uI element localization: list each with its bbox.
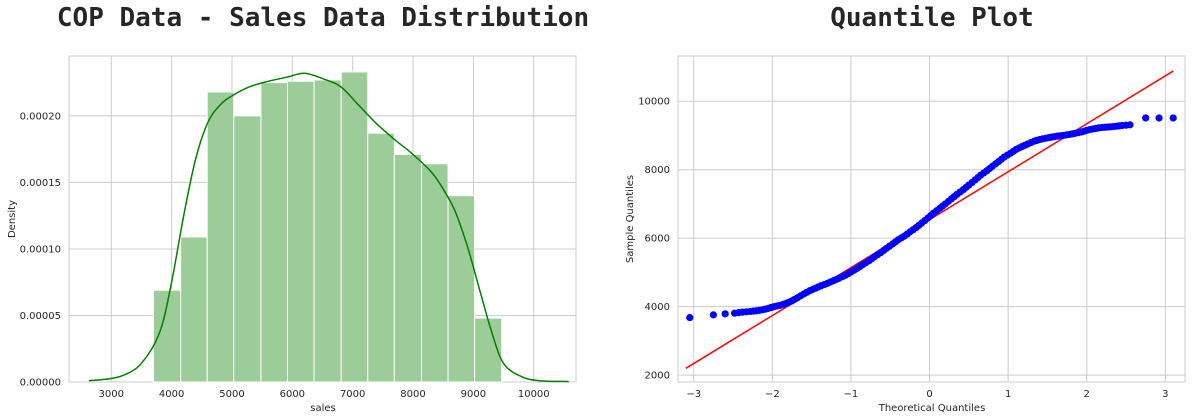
quantile-y-tick-label: 10000	[638, 97, 670, 108]
quantile-x-label: Theoretical Quantiles	[878, 403, 986, 414]
quantile-y-label: Sample Quantiles	[625, 175, 636, 263]
quantile-point	[1126, 121, 1134, 129]
histogram-bar	[340, 71, 369, 383]
quantile-chart: Quantile Plot −3 −2 −1 0 1 2 3 2000 4000 6000 800…	[625, 3, 1186, 414]
histogram-x-tick-label: 3000	[99, 389, 124, 400]
quantile-x-ticks: −3 −2 −1 0 1 2 3	[686, 389, 1168, 400]
quantile-point	[1155, 114, 1163, 122]
quantile-grid	[678, 56, 1185, 382]
histogram-x-tick-label: 7000	[340, 389, 365, 400]
histogram-bar	[180, 236, 208, 383]
quantile-points	[686, 114, 1177, 322]
histogram-bar	[286, 80, 315, 383]
histogram-y-tick-label: 0.00015	[20, 178, 61, 189]
histogram-x-tick-label: 5000	[219, 389, 244, 400]
quantile-point	[686, 314, 694, 322]
histogram-chart: COP Data - Sales Data Distribution 3000 4…	[7, 3, 589, 414]
quantile-x-tick-label: −2	[765, 389, 780, 400]
histogram-bar	[233, 115, 262, 383]
histogram-y-ticks: 0.00000 0.00005 0.00010 0.00015 0.00020	[20, 111, 61, 388]
quantile-y-ticks: 2000 4000 6000 8000 10000	[638, 97, 670, 382]
histogram-bar	[420, 163, 449, 383]
kde-curve	[88, 72, 569, 383]
quantile-x-tick-label: −3	[686, 389, 701, 400]
quantile-x-tick-label: 2	[1084, 389, 1090, 400]
quantile-x-tick-label: −1	[844, 389, 859, 400]
histogram-kde	[88, 72, 569, 383]
histogram-y-tick-label: 0.00005	[20, 311, 61, 322]
histogram-x-tick-label: 4000	[159, 389, 184, 400]
histogram-y-tick-label: 0.00020	[20, 111, 61, 122]
quantile-x-tick-label: 3	[1162, 389, 1168, 400]
quantile-point	[1142, 114, 1150, 122]
histogram-x-ticks: 3000 4000 5000 6000 7000 8000 9000 10000	[99, 389, 550, 400]
quantile-y-tick-label: 8000	[645, 165, 670, 176]
histogram-bars	[153, 71, 503, 383]
quantile-y-tick-label: 2000	[645, 371, 670, 382]
quantile-x-tick-label: 1	[1005, 389, 1011, 400]
quantile-y-tick-label: 4000	[645, 302, 670, 313]
histogram-bar	[206, 91, 235, 383]
histogram-x-label: sales	[310, 403, 335, 414]
quantile-point	[1169, 114, 1177, 122]
histogram-y-tick-label: 0.00010	[20, 244, 61, 255]
histogram-x-tick-label: 10000	[518, 389, 550, 400]
histogram-bar	[260, 82, 288, 383]
histogram-y-label: Density	[7, 200, 18, 238]
histogram-bar	[393, 153, 422, 383]
histogram-x-tick-label: 9000	[461, 389, 486, 400]
histogram-bar	[313, 79, 342, 383]
histogram-bar	[367, 132, 395, 383]
histogram-bar	[447, 195, 476, 383]
quantile-point	[721, 310, 729, 318]
quantile-y-tick-label: 6000	[645, 234, 670, 245]
quantile-point	[709, 311, 717, 319]
quantile-x-tick-label: 0	[926, 389, 932, 400]
histogram-y-tick-label: 0.00000	[20, 378, 61, 389]
quantile-title: Quantile Plot	[830, 3, 1034, 33]
histogram-x-tick-label: 8000	[400, 389, 425, 400]
histogram-x-tick-label: 6000	[280, 389, 305, 400]
histogram-title: COP Data - Sales Data Distribution	[57, 3, 589, 33]
